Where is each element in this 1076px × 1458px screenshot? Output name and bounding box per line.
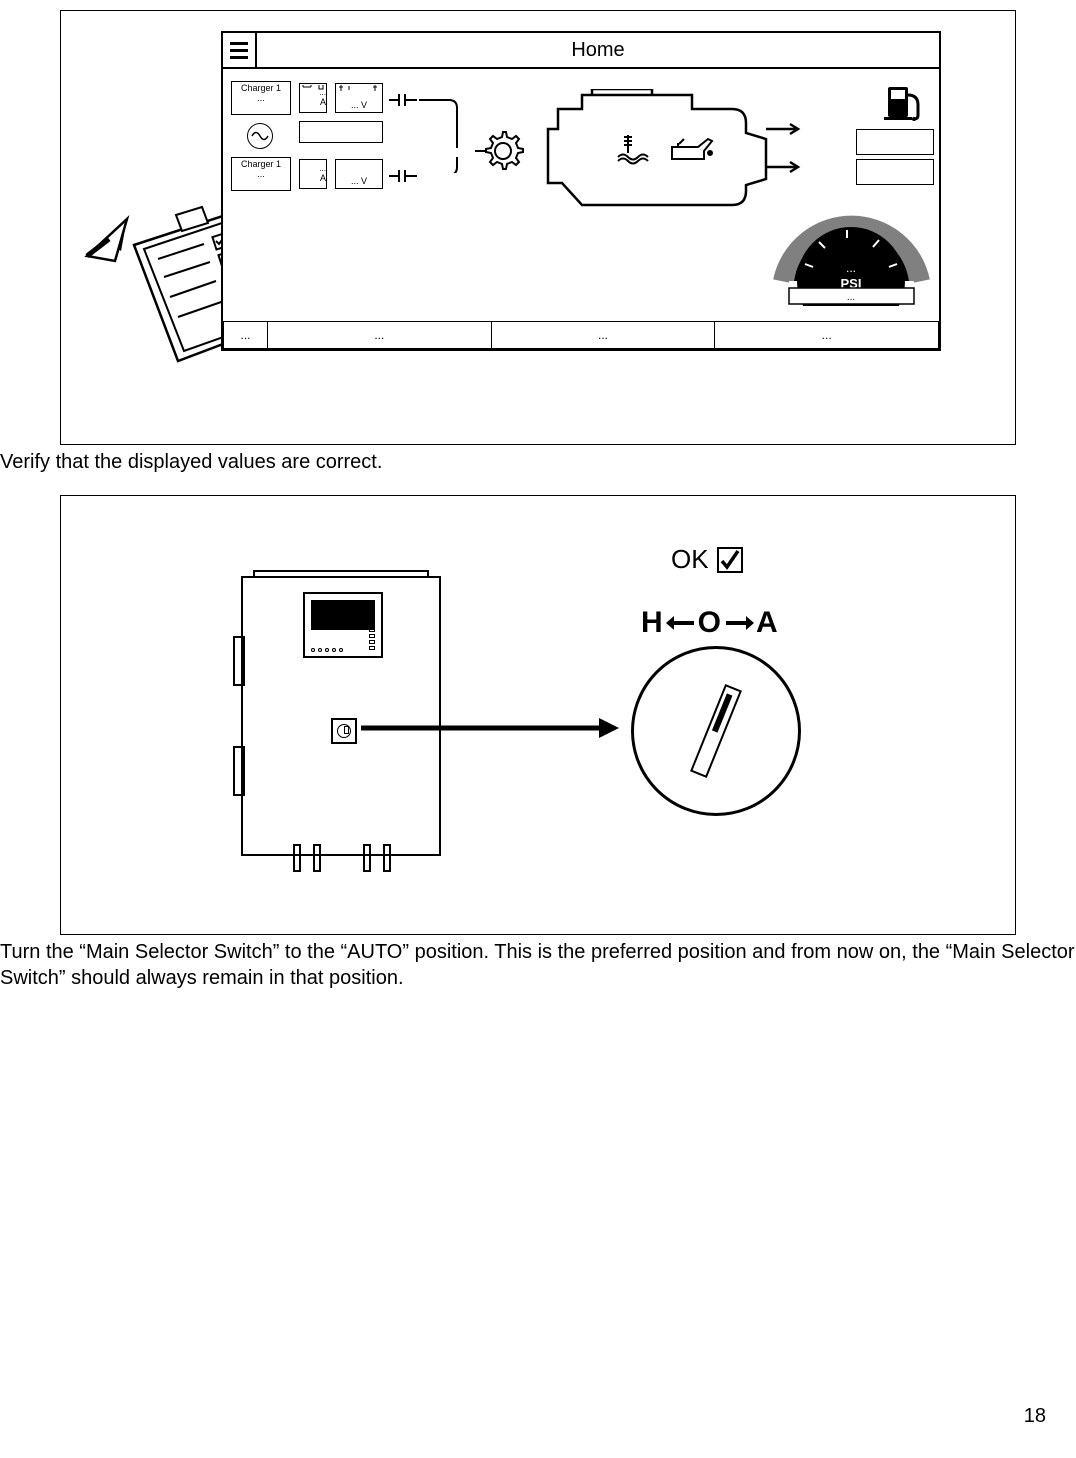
hoa-label: H O A: [641, 606, 779, 640]
engine-icon: [528, 89, 808, 209]
screen-header: Home: [223, 33, 939, 69]
status-cell: ...: [491, 321, 715, 349]
ac-icon: [247, 123, 273, 149]
gauge-value: ...: [846, 261, 856, 275]
status-cell: ...: [267, 321, 491, 349]
arrow-icon: [361, 716, 621, 740]
status-cell: ...: [714, 321, 939, 349]
charger-box: Charger 1...: [231, 81, 291, 115]
status-bar: ... ... ... ...: [223, 321, 939, 349]
intake-boxes: [856, 129, 934, 189]
figure-home-screen: Home Charger 1... ... A ... V: [60, 10, 1016, 445]
connector-line: [419, 93, 485, 173]
cap-icon: [389, 93, 419, 107]
screen-body: Charger 1... ... A ... V Charger 1...: [223, 69, 939, 321]
figure-selector-switch: OK H O A: [60, 495, 1016, 935]
page-number: 18: [1024, 1405, 1046, 1428]
pressure-gauge-icon: ... PSI ...: [769, 186, 934, 291]
status-cell: ...: [223, 321, 267, 349]
selector-dial-icon[interactable]: [631, 646, 801, 816]
caption-2: Turn the “Main Selector Switch” to the “…: [0, 939, 1076, 991]
fuel-icon: [884, 81, 924, 121]
volt-box: ... V: [335, 159, 383, 189]
selector-switch-small-icon: [331, 718, 357, 744]
amp-box: ... A: [299, 159, 327, 189]
home-screen-ui: Home Charger 1... ... A ... V: [221, 31, 941, 351]
screen-title: Home: [257, 39, 939, 62]
cap-icon: [389, 169, 419, 183]
check-icon: [717, 547, 743, 573]
ok-label: OK: [671, 544, 743, 575]
menu-icon[interactable]: [223, 32, 257, 68]
svg-text:...: ...: [847, 292, 855, 303]
caption-1: Verify that the displayed values are cor…: [0, 449, 1076, 475]
empty-box: [299, 121, 383, 143]
lcd-screen-icon: [303, 592, 383, 658]
gear-icon: [481, 129, 525, 173]
charger-box: Charger 1...: [231, 157, 291, 191]
